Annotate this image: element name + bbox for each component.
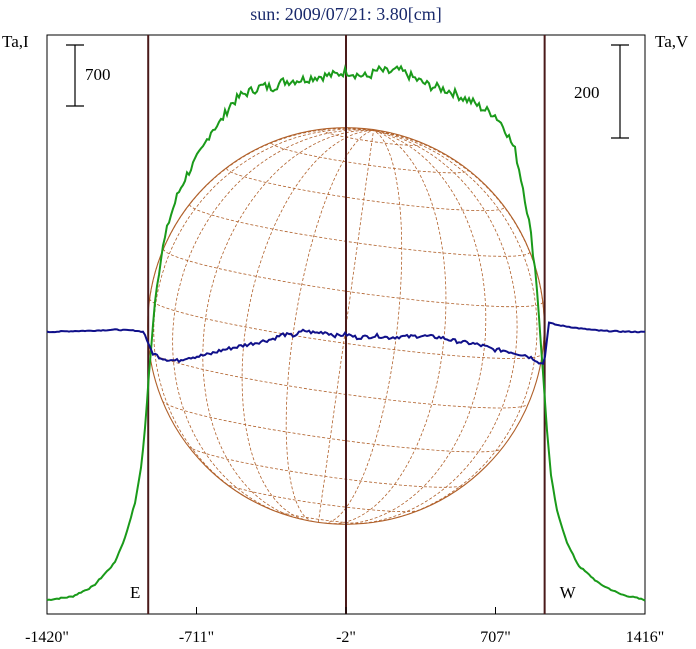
series-group	[46, 64, 646, 602]
longitude-line	[172, 129, 374, 515]
longitude-line	[354, 130, 518, 525]
right-scale-label: 200	[574, 83, 600, 102]
x-tick-label: -2"	[336, 629, 356, 646]
x-ticks	[46, 607, 646, 614]
right-scale-bar	[611, 44, 629, 139]
longitude-line	[340, 130, 487, 525]
longitude-line	[328, 130, 447, 525]
latitude-line	[149, 350, 529, 409]
longitude-line	[323, 130, 403, 524]
longitude-line	[153, 128, 374, 501]
chart-title: sun: 2009/07/21: 3.80[cm]	[250, 4, 442, 24]
latitude-line	[161, 400, 503, 453]
longitude-line	[202, 129, 374, 519]
x-tick-label: 1416"	[626, 629, 665, 646]
east-limb-label: E	[130, 583, 140, 602]
x-tick-label: 707"	[480, 629, 511, 646]
longitude-line	[241, 130, 374, 521]
series-ta-i-line	[46, 64, 646, 602]
longitude-line	[373, 130, 538, 521]
left-scale-label: 700	[85, 65, 111, 84]
x-tick-labels: -1420" -711" -2" 707" 1416"	[25, 629, 664, 646]
longitude-line	[373, 130, 545, 354]
longitude-line	[285, 130, 374, 522]
x-tick-label: -1420"	[25, 629, 69, 646]
latitude-line	[189, 204, 531, 257]
limb-lines	[147, 35, 546, 614]
latitude-line	[321, 129, 424, 146]
west-limb-label: W	[560, 583, 577, 602]
left-axis-label: Ta,I	[2, 32, 29, 51]
right-axis-label: Ta,V	[655, 32, 689, 51]
series-ta-v-line	[46, 321, 645, 365]
x-tick-label: -711"	[179, 629, 214, 646]
latitude-line	[271, 142, 469, 174]
left-scale-bar	[66, 44, 84, 107]
